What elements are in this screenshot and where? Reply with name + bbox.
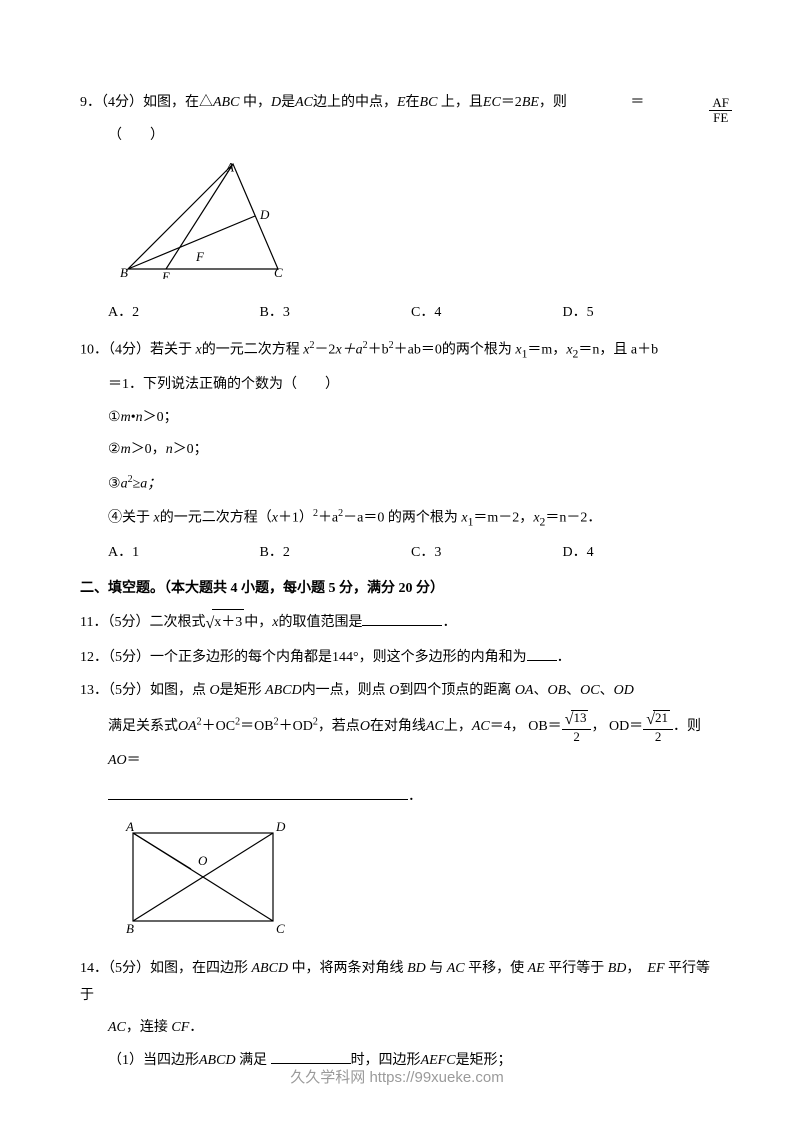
q10-num: 10．	[80, 343, 108, 358]
question-14: 14．（5分）如图，在四边形 ABCD 中，将两条对角线 BD 与 AC 平移，…	[80, 956, 714, 1074]
q9-fraction: AF FE	[709, 96, 732, 126]
q10-s4: ④关于 x的一元二次方程（x＋1）2＋a2－a＝0 的两个根为 x1＝m－2，x…	[80, 504, 714, 534]
svg-text:A: A	[225, 160, 234, 175]
q10-opt-c: C．3	[411, 540, 563, 567]
q9-opt-d: D．5	[563, 300, 715, 327]
svg-text:B: B	[126, 921, 134, 936]
q14-blank	[271, 1050, 351, 1064]
q10-opt-d: D．4	[563, 540, 715, 567]
q13-figure: A D B C O	[118, 821, 714, 947]
q11-blank	[362, 612, 442, 626]
svg-text:D: D	[275, 821, 286, 834]
q9-opt-a: A．2	[108, 300, 260, 327]
q14-stem-1: 14．（5分）如图，在四边形 ABCD 中，将两条对角线 BD 与 AC 平移，…	[80, 956, 714, 1009]
q9-paren: （ ）	[80, 123, 714, 150]
svg-text:A: A	[125, 821, 134, 834]
svg-text:C: C	[276, 921, 285, 936]
q9-opt-c: C．4	[411, 300, 563, 327]
svg-text:B: B	[120, 265, 128, 279]
q10-s1: ①m•n＞0；	[80, 405, 714, 432]
q13-frac-1: √132	[562, 710, 592, 744]
q14-stem-2: AC，连接 CF．	[80, 1015, 714, 1042]
question-13: 13．（5分）如图，点 O是矩形 ABCD内一点，则点 O到四个顶点的距离 OA…	[80, 678, 714, 946]
q10-s2: ②m＞0，n＞0；	[80, 437, 714, 464]
q10-opt-b: B．2	[260, 540, 412, 567]
q9-num: 9．	[80, 95, 101, 110]
page-footer: 久久学科网 https://99xueke.com	[0, 1064, 794, 1093]
question-11: 11．（5分）二次根式√x＋3中，x的取值范围是．	[80, 609, 714, 639]
section-2-title: 二、填空题。（本大题共 4 小题，每小题 5 分，满分 20 分）	[80, 576, 714, 603]
q11-num: 11．	[80, 615, 107, 630]
q9-opt-b: B．3	[260, 300, 412, 327]
q13-frac-2: √212	[643, 710, 673, 744]
q14-num: 14．	[80, 961, 108, 976]
svg-text:F: F	[195, 249, 205, 264]
q10-s3: ③a2≥a；	[80, 470, 714, 498]
q13-blank-line: ．	[80, 784, 714, 811]
triangle-diagram: A B C D E F	[118, 159, 288, 279]
q10-options: A．1 B．2 C．3 D．4	[80, 540, 714, 567]
rectangle-diagram: A D B C O	[118, 821, 288, 936]
q9-options: A．2 B．3 C．4 D．5	[80, 300, 714, 327]
q9-figure: A B C D E F	[118, 159, 714, 290]
q13-stem-1: 13．（5分）如图，点 O是矩形 ABCD内一点，则点 O到四个顶点的距离 OA…	[80, 678, 714, 705]
q10-stem-1: 10．（4分）若关于 x的一元二次方程 x2－2x＋a2＋b2＋ab＝0的两个根…	[80, 336, 714, 366]
q10-stem-2: ＝1．下列说法正确的个数为（ ）	[80, 372, 714, 399]
q13-stem-2: 满足关系式OA2＋OC2＝OB2＋OD2，若点O在对角线AC上，AC＝4， OB…	[80, 710, 714, 777]
question-10: 10．（4分）若关于 x的一元二次方程 x2－2x＋a2＋b2＋ab＝0的两个根…	[80, 336, 714, 566]
question-9: 9．（4分）如图，在△ABC 中，D是AC边上的中点，E在BC 上，且EC＝2B…	[80, 90, 714, 326]
q13-blank	[108, 786, 408, 800]
q12-num: 12．	[80, 650, 108, 665]
question-12: 12．（5分）一个正多边形的每个内角都是144°，则这个多边形的内角和为．	[80, 645, 714, 672]
svg-text:D: D	[259, 207, 270, 222]
q10-opt-a: A．1	[108, 540, 260, 567]
q9-stem: 9．（4分）如图，在△ABC 中，D是AC边上的中点，E在BC 上，且EC＝2B…	[80, 90, 714, 117]
q13-num: 13．	[80, 683, 108, 698]
q12-blank	[527, 647, 557, 661]
svg-text:O: O	[198, 853, 208, 868]
svg-text:C: C	[274, 265, 283, 279]
svg-text:E: E	[161, 269, 170, 279]
